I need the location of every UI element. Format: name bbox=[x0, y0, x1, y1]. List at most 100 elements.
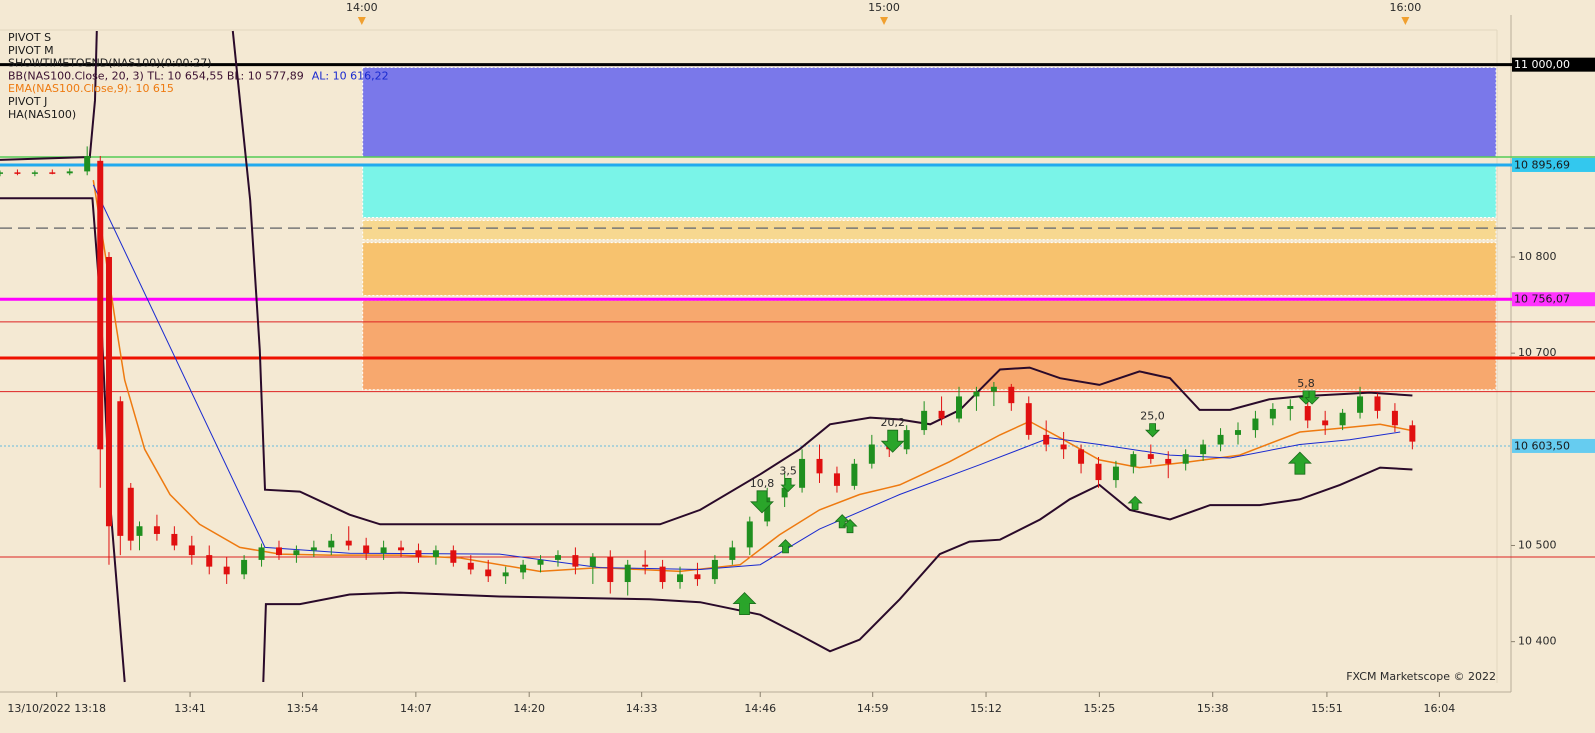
zone bbox=[362, 242, 1497, 296]
signal-arrow bbox=[780, 477, 796, 493]
indicator-text: AL: 10 616,22 bbox=[312, 69, 389, 82]
indicator-text: SHOWTIMETOEND(NAS100)(0:00:27) bbox=[8, 57, 212, 70]
candle-body bbox=[1287, 406, 1294, 409]
candle-body bbox=[1374, 396, 1381, 411]
y-tick-label: 10 500 bbox=[1518, 538, 1557, 551]
candle-body bbox=[781, 487, 788, 498]
indicator-text: PIVOT S bbox=[8, 31, 51, 44]
candle-body bbox=[520, 564, 527, 573]
candle-body bbox=[1043, 434, 1050, 445]
candle-body bbox=[589, 557, 596, 567]
signal-arrow bbox=[732, 592, 757, 615]
candle-body bbox=[833, 473, 840, 486]
indicator-text: PIVOT M bbox=[8, 44, 54, 57]
signal-label: 25,0 bbox=[1140, 410, 1165, 423]
candle-body bbox=[1130, 454, 1137, 467]
indicator-legend: PIVOT S bbox=[8, 31, 51, 44]
candle-body bbox=[1200, 444, 1207, 455]
candle-body bbox=[642, 564, 649, 567]
indicator-line bbox=[0, 30, 1413, 526]
candle-body bbox=[258, 547, 265, 560]
level-label-box bbox=[1512, 57, 1595, 72]
candle-body bbox=[677, 574, 684, 583]
candle-body bbox=[84, 156, 91, 172]
candle-body bbox=[345, 540, 352, 546]
indicator-legend: HA(NAS100) bbox=[8, 108, 76, 121]
candle-body bbox=[0, 172, 3, 174]
signal-arrow bbox=[1304, 390, 1320, 405]
candle-body bbox=[711, 559, 718, 580]
candle-body bbox=[328, 540, 335, 548]
indicator-text: BB(NAS100.Close, 20, 3) TL: 10 654,55 BL… bbox=[8, 69, 304, 82]
indicator-legend: PIVOT J bbox=[8, 95, 47, 108]
candle-body bbox=[1025, 403, 1032, 435]
signal-arrow bbox=[1287, 451, 1312, 475]
indicator-text: EMA(NAS100.Close,9): 10 615 bbox=[8, 82, 174, 95]
indicator-line bbox=[92, 184, 1401, 571]
candle-body bbox=[956, 396, 963, 419]
x-tick-label: 13:41 bbox=[174, 702, 206, 715]
candle-body bbox=[310, 547, 317, 551]
candle-body bbox=[293, 550, 300, 556]
signal-label: 20,2 bbox=[880, 416, 905, 429]
candle-body bbox=[97, 160, 104, 450]
candle-body bbox=[1322, 420, 1329, 426]
candle-body bbox=[607, 557, 614, 583]
candle-body bbox=[1060, 444, 1067, 450]
level-label-box bbox=[1512, 438, 1595, 453]
candle-body bbox=[554, 555, 561, 560]
candle-body bbox=[1008, 386, 1015, 404]
candle-body bbox=[467, 562, 474, 570]
candle-body bbox=[938, 410, 945, 419]
candle-body bbox=[188, 545, 195, 556]
signal-label: 5,8 bbox=[1297, 377, 1315, 390]
level-label-box bbox=[1512, 292, 1595, 307]
signal-arrow bbox=[1127, 495, 1143, 511]
candle-body bbox=[799, 458, 806, 488]
candle-body bbox=[746, 521, 753, 548]
candle-body bbox=[1078, 449, 1085, 464]
candle-body bbox=[206, 555, 213, 567]
candle-body bbox=[127, 487, 134, 541]
candle-body bbox=[14, 172, 21, 174]
candle-body bbox=[380, 547, 387, 554]
zone bbox=[362, 299, 1497, 391]
x-tick-label: 14:46 bbox=[744, 702, 776, 715]
candle-body bbox=[1182, 454, 1189, 464]
x-tick-label: 14:59 bbox=[857, 702, 889, 715]
x-tick-label: 16:04 bbox=[1424, 702, 1456, 715]
x-tick-label: 15:12 bbox=[970, 702, 1002, 715]
plot: 10,8 3,5 20,2 25,0 5,8 bbox=[0, 30, 1595, 683]
signal-arrow bbox=[750, 490, 774, 514]
candle-body bbox=[1269, 408, 1276, 419]
candle-body bbox=[363, 545, 370, 554]
indicator-legend: SHOWTIMETOEND(NAS100)(0:00:27) bbox=[8, 57, 212, 70]
top-tick-label: 16:00 bbox=[1390, 1, 1422, 14]
top-tick-label: 14:00 bbox=[346, 1, 378, 14]
candle-body bbox=[764, 497, 771, 522]
indicator-legend: BB(NAS100.Close, 20, 3) TL: 10 654,55 BL… bbox=[8, 69, 389, 82]
zone bbox=[362, 164, 1497, 219]
candle-body bbox=[1234, 430, 1241, 435]
candle-body bbox=[921, 410, 928, 431]
candle-body bbox=[903, 430, 910, 450]
candle-body bbox=[105, 256, 112, 527]
candle-body bbox=[31, 172, 38, 174]
x-tick-label: 15:38 bbox=[1197, 702, 1229, 715]
signal-arrow bbox=[777, 539, 794, 554]
candle-body bbox=[1252, 418, 1259, 431]
candle-body bbox=[450, 550, 457, 563]
candle-body bbox=[223, 566, 230, 575]
candle-body bbox=[432, 550, 439, 558]
level-label: 10 756,07 bbox=[1514, 293, 1570, 306]
candle-body bbox=[502, 572, 509, 577]
candle-body bbox=[485, 569, 492, 577]
candle-body bbox=[537, 559, 544, 565]
x-tick-label: 14:20 bbox=[513, 702, 545, 715]
candle-body bbox=[1304, 406, 1311, 421]
candle-body bbox=[659, 566, 666, 583]
candle-body bbox=[1165, 458, 1172, 464]
signal-arrow bbox=[880, 429, 905, 453]
